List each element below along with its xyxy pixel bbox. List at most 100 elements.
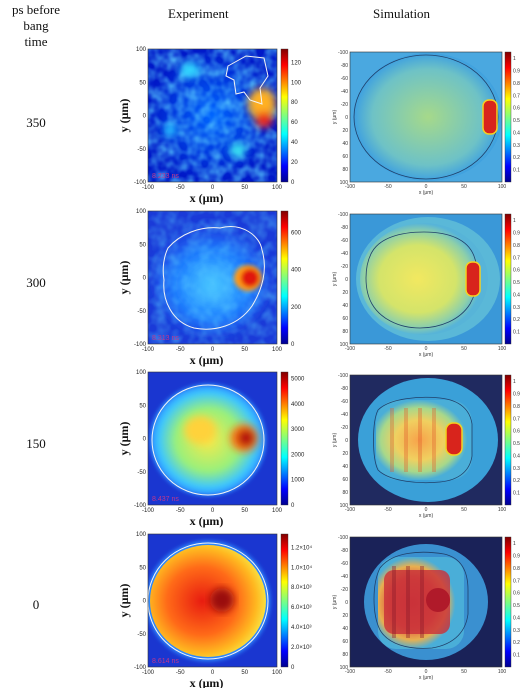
simulation-image-350 — [349, 51, 503, 183]
exp-ytick-label: -50 — [137, 309, 146, 315]
exp-ytick-label: 50 — [139, 242, 146, 248]
experiment-colorbars — [280, 48, 289, 668]
exp-colorbar-label: 0 — [291, 180, 295, 186]
experiment-axis-labels: -100 -50 0 50 100 100 50 0 -50 -100 x (μm) y (μm) 8.… — [117, 47, 313, 688]
row-label-350: 350 — [26, 115, 46, 130]
exp-colorbar-label: 200 — [291, 305, 302, 311]
simulation-axis-labels: -100 -50 0 50 100-100-80-60-40-2002040608010… — [332, 50, 520, 681]
exp-yaxis-title: y (μm) — [117, 261, 131, 295]
sim-ytick-label: 20 — [342, 128, 348, 134]
sim-ytick-label: -80 — [341, 548, 348, 554]
exp-ytick-label: 50 — [139, 403, 146, 409]
experiment-image-0 — [147, 533, 278, 668]
simulation-colorbars — [504, 51, 512, 668]
exp-ytick-label: -100 — [134, 180, 147, 186]
sim-xtick-label: 100 — [498, 669, 507, 675]
sim-xtick-label: 0 — [425, 184, 428, 190]
sim-colorbar-label: 1 — [513, 56, 516, 62]
exp-ytick-label: -100 — [134, 342, 147, 348]
exp-xtick-label: 50 — [241, 347, 248, 353]
exp-colorbar-label: 4.0×10³ — [291, 625, 312, 631]
sim-ytick-label: 100 — [340, 342, 349, 348]
exp-ytick-label: -100 — [134, 665, 147, 671]
time-header-line1: ps before bang — [11, 2, 60, 33]
sim-ytick-label: -20 — [341, 425, 348, 431]
sim-colorbar-label: 0.8 — [513, 81, 520, 87]
sim-colorbar-label: 0.5 — [513, 280, 520, 286]
exp-colorbar-label: 4000 — [291, 402, 305, 408]
exp-yaxis-title: y (μm) — [117, 422, 131, 456]
sim-xaxis-title: x (μm) — [419, 190, 434, 196]
exp-xtick-label: 100 — [272, 670, 283, 676]
exp-ytick-label: 0 — [143, 599, 147, 605]
sim-ytick-label: -40 — [341, 574, 348, 580]
sim-xaxis-title: x (μm) — [419, 675, 434, 681]
row-label-150: 150 — [26, 436, 46, 451]
exp-xtick-label: -100 — [142, 347, 155, 353]
exp-xtick-label: -50 — [176, 508, 185, 514]
experiment-header: Experiment — [168, 6, 229, 21]
exp-xtick-label: 50 — [241, 185, 248, 191]
sim-colorbar-label: 0.3 — [513, 466, 520, 472]
exp-xtick-label: 0 — [211, 347, 215, 353]
sim-colorbar-label: 0.3 — [513, 305, 520, 311]
exp-colorbar-label: 5000 — [291, 377, 305, 383]
sim-colorbar-label: 0.6 — [513, 106, 520, 112]
sim-xtick-label: -100 — [345, 507, 355, 513]
sim-colorbar-label: 0.9 — [513, 231, 520, 237]
sim-ytick-label: -60 — [341, 561, 348, 567]
sim-colorbar-label: 0.5 — [513, 441, 520, 447]
sim-ytick-label: 20 — [342, 451, 348, 457]
sim-ytick-label: 40 — [342, 464, 348, 470]
exp-ytick-label: -50 — [137, 147, 146, 153]
exp-colorbar-label: 40 — [291, 140, 298, 146]
sim-colorbar-label: 0.4 — [513, 615, 520, 621]
sim-colorbar-label: 0.8 — [513, 566, 520, 572]
sim-colorbar-label: 0.4 — [513, 130, 520, 136]
exp-timestamp: 8.614 ns — [152, 658, 179, 665]
sim-xtick-label: 100 — [498, 184, 507, 190]
simulation-image-300 — [349, 213, 503, 345]
experiment-image-300 — [147, 210, 278, 345]
sim-ytick-label: 100 — [340, 665, 349, 671]
exp-ytick-label: 0 — [143, 437, 147, 443]
time-column-header: ps before bang time — [0, 2, 72, 50]
exp-colorbar-label: 100 — [291, 80, 302, 86]
exp-xtick-label: -50 — [176, 185, 185, 191]
exp-xaxis-title: x (μm) — [190, 191, 224, 205]
sim-colorbar-label: 0.1 — [513, 330, 520, 336]
sim-xtick-label: -50 — [384, 346, 391, 352]
sim-colorbar-label: 1 — [513, 379, 516, 385]
exp-colorbar-label: 1.2×10⁴ — [291, 544, 313, 551]
exp-ytick-label: -50 — [137, 632, 146, 638]
exp-ytick-label: 100 — [136, 209, 147, 215]
sim-xtick-label: 100 — [498, 346, 507, 352]
sim-colorbar-label: 0.5 — [513, 118, 520, 124]
exp-colorbar-label: 0 — [291, 665, 295, 671]
exp-colorbar-label: 6.0×10³ — [291, 605, 312, 611]
sim-ytick-label: -20 — [341, 102, 348, 108]
sim-ytick-label: 0 — [345, 600, 348, 606]
sim-ytick-label: 60 — [342, 154, 348, 160]
sim-colorbar-label: 0.4 — [513, 292, 520, 298]
exp-colorbar-label: 0 — [291, 503, 295, 509]
sim-xtick-label: -50 — [384, 669, 391, 675]
sim-yaxis-title: y (μm) — [332, 595, 338, 610]
exp-timestamp: 8.313 ns — [152, 335, 179, 342]
sim-ytick-label: -60 — [341, 76, 348, 82]
sim-colorbar-label: 0.9 — [513, 554, 520, 560]
sim-ytick-label: -100 — [338, 212, 348, 218]
sim-ytick-label: -60 — [341, 399, 348, 405]
exp-xtick-label: 100 — [272, 347, 283, 353]
sim-ytick-label: 0 — [345, 115, 348, 121]
exp-xtick-label: 0 — [211, 508, 215, 514]
exp-xtick-label: 50 — [241, 508, 248, 514]
sim-xtick-label: 50 — [461, 507, 467, 513]
sim-colorbar-label: 0.8 — [513, 243, 520, 249]
exp-ytick-label: 0 — [143, 114, 147, 120]
exp-xtick-label: 0 — [211, 185, 215, 191]
sim-ytick-label: -100 — [338, 50, 348, 56]
exp-xaxis-title: x (μm) — [190, 676, 224, 688]
sim-colorbar-label: 1 — [513, 218, 516, 224]
